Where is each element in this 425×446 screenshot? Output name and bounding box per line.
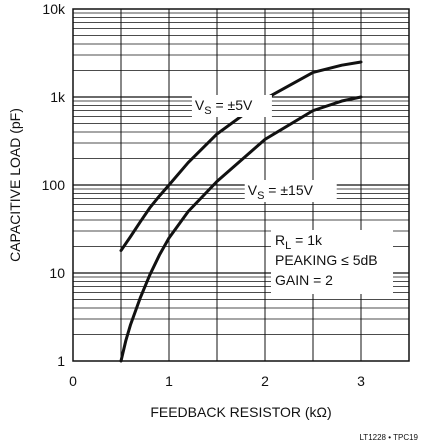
chart-series — [119, 60, 363, 363]
series-labels: VS = ±5V VS = ±15V — [191, 95, 337, 202]
y-tick-label: 10k — [42, 1, 66, 17]
label-vs-15v: VS = ±15V — [248, 182, 314, 202]
annotation-line: RL = 1k — [275, 232, 323, 252]
series-line-2 — [119, 95, 363, 363]
x-tick-label: 0 — [69, 373, 77, 389]
x-tick-label: 3 — [357, 373, 365, 389]
y-tick-label: 10 — [49, 265, 65, 281]
label-background — [244, 180, 337, 202]
series-line-1 — [119, 60, 363, 253]
annotation-line: GAIN = 2 — [275, 272, 333, 288]
x-tick-label: 2 — [261, 373, 269, 389]
y-tick-label: 100 — [42, 177, 66, 193]
plot-frame — [72, 8, 410, 362]
annotation-line: PEAKING ≤ 5dB — [275, 252, 378, 268]
x-axis-title: FEEDBACK RESISTOR (kΩ) — [150, 404, 331, 420]
annotation-background — [271, 230, 393, 294]
label-vs-5v: VS = ±5V — [195, 97, 253, 117]
figure-id: LT1228 • TPC19 — [359, 433, 418, 442]
y-tick-label: 1 — [57, 353, 65, 369]
y-tick-label: 1k — [50, 89, 66, 105]
x-tick-label: 1 — [165, 373, 173, 389]
label-background — [191, 95, 272, 117]
y-axis-title: CAPACITIVE LOAD (pF) — [7, 108, 23, 262]
